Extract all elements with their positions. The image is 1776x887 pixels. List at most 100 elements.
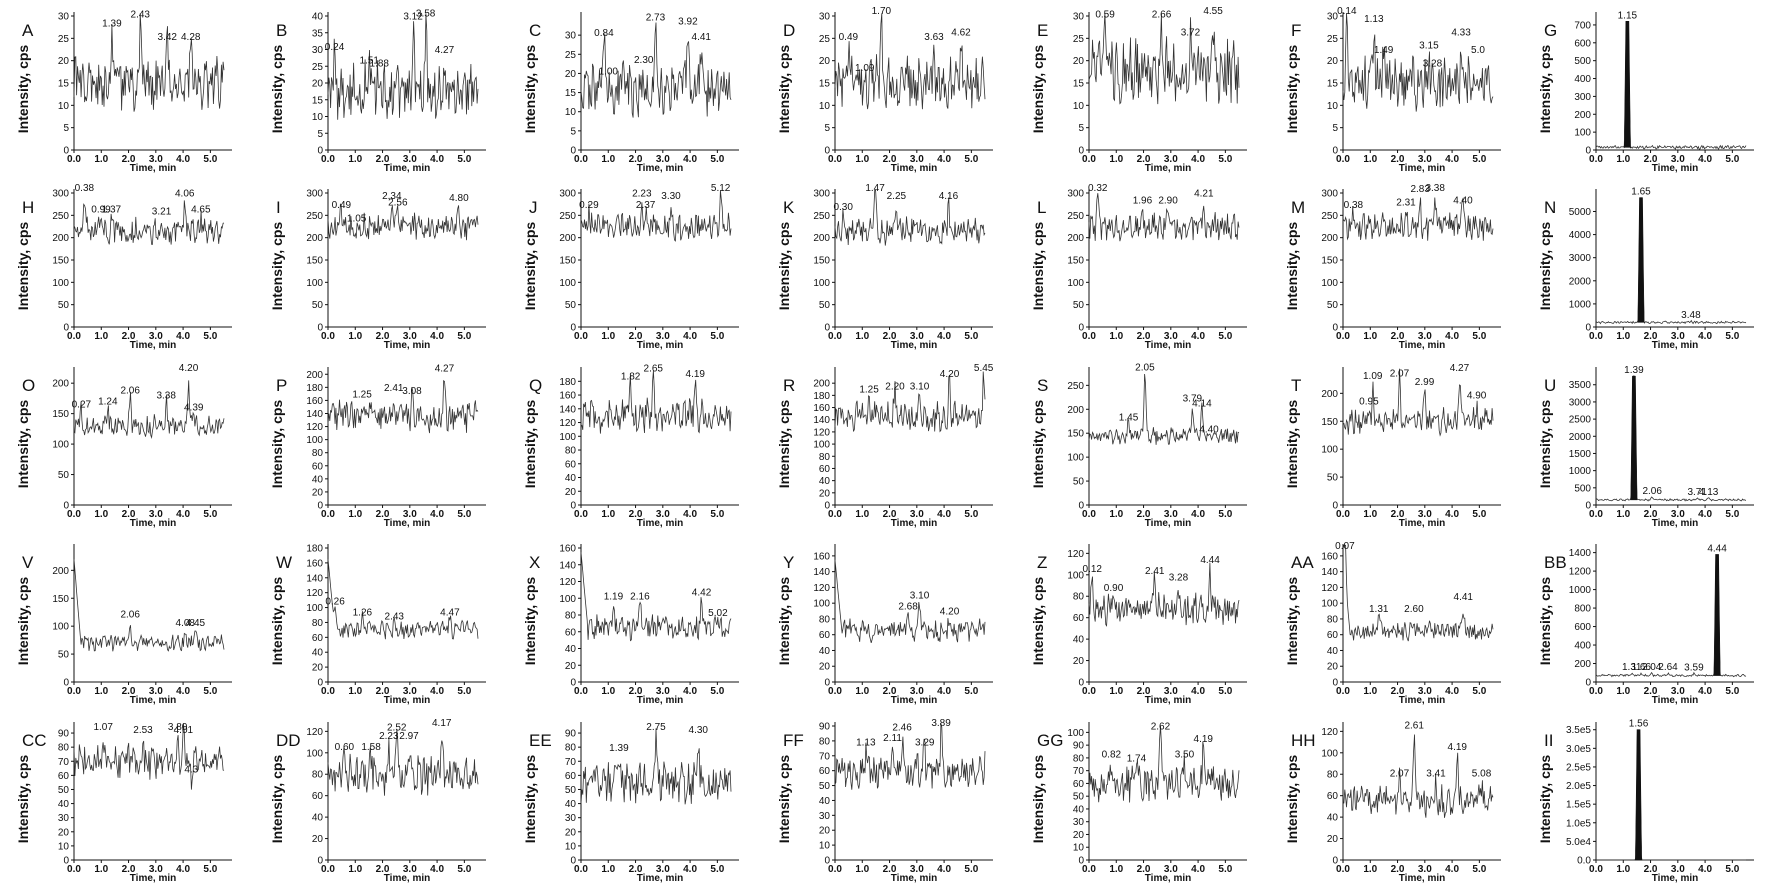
y-axis-label: Intensity, cps <box>15 577 31 666</box>
chart-panel-l: L Intensity, cps 0 50 100 150 200 250 300 0.0 1.0 2… <box>1015 177 1269 354</box>
peak-label: 2.06 <box>120 385 140 396</box>
chart-svg: I Intensity, cps 0 50 100 150 200 250 300 0.0 1.0 2… <box>269 189 486 351</box>
panel-letter: Q <box>529 376 542 395</box>
chart-panel-q: Q Intensity, cps 0 20 40 60 80 100 120 140 160 180 0… <box>507 355 761 532</box>
x-tick-label: 2.0 <box>375 509 389 520</box>
y-tick-label: 100 <box>306 278 323 289</box>
y-axis-label: Intensity, cps <box>1284 399 1300 488</box>
panel-letter: G <box>1544 21 1557 40</box>
x-axis-label: Time, min <box>1652 873 1699 884</box>
y-tick-label: 90 <box>819 721 831 732</box>
y-tick-label: 1.0e5 <box>1566 818 1591 829</box>
chart-svg: L Intensity, cps 0 50 100 150 200 250 300 0.0 1.0 2… <box>1030 183 1247 351</box>
x-tick-label: 0.0 <box>1336 864 1350 875</box>
y-tick-label: 0 <box>571 678 577 689</box>
chart-svg: EE Intensity, cps 0 10 20 30 40 50 60 70 80 90 0.0 1.… <box>522 721 740 884</box>
peak-label: 1.00 <box>599 66 619 77</box>
y-axis-label: Intensity, cps <box>1030 754 1046 843</box>
x-tick-label: 5.0 <box>203 686 217 697</box>
peak-label: 1.31 <box>1622 662 1642 673</box>
peak-label: 3.58 <box>416 8 436 19</box>
x-tick-label: 0.0 <box>1589 154 1603 165</box>
y-tick-label: 10 <box>565 107 577 118</box>
y-tick-label: 140 <box>813 415 830 426</box>
y-axis-label: Intensity, cps <box>522 754 538 843</box>
x-tick-label: 2.0 <box>1644 509 1658 520</box>
y-tick-label: 400 <box>1575 641 1592 652</box>
x-tick-label: 0.0 <box>828 154 842 165</box>
chart-svg: HH Intensity, cps 0 20 40 60 80 100 120 0.0 1.0 2.0… <box>1284 720 1501 884</box>
y-tick-label: 100 <box>1321 599 1338 610</box>
chart-svg: B Intensity, cps 0 5 10 15 20 25 30 35 40 0.0 1.0 2.0… <box>269 8 486 174</box>
chart-svg: U Intensity, cps 0 500 1000 1500 2000 2500 3000 3… <box>1537 365 1755 529</box>
x-tick-label: 2.0 <box>883 154 897 165</box>
panel-letter: V <box>22 553 34 572</box>
peak-label: 3.63 <box>924 32 944 43</box>
peak-label: 1.13 <box>856 737 876 748</box>
chart-svg: X Intensity, cps 0 20 40 60 80 100 120 140 160 0.0 1… <box>522 544 740 706</box>
y-tick-label: 200 <box>52 566 69 577</box>
y-tick-label: 25 <box>1326 34 1338 45</box>
x-tick-label: 1.0 <box>602 686 616 697</box>
y-tick-label: 150 <box>52 409 69 420</box>
y-tick-label: 2.5e5 <box>1566 762 1591 773</box>
x-tick-label: 0.0 <box>574 686 588 697</box>
y-tick-label: 20 <box>565 487 577 498</box>
x-tick-label: 2.0 <box>1390 154 1404 165</box>
peak-label: 3.10 <box>910 381 930 392</box>
peak-label: 2.31 <box>1396 198 1416 209</box>
y-tick-label: 100 <box>813 439 830 450</box>
y-tick-label: 60 <box>819 630 831 641</box>
y-tick-label: 5 <box>1078 123 1084 134</box>
panel-letter: N <box>1544 198 1556 217</box>
y-tick-label: 80 <box>1073 592 1085 603</box>
y-tick-label: 25 <box>565 50 577 61</box>
peak-label: 0.26 <box>325 597 345 608</box>
peak-label: 4.41 <box>1453 592 1473 603</box>
y-tick-label: 160 <box>813 552 830 563</box>
panel-letter: L <box>1037 198 1046 217</box>
y-tick-label: 40 <box>565 799 577 810</box>
peak-label: 4.3 <box>184 764 198 775</box>
peak-label: 5.08 <box>1471 768 1491 779</box>
y-axis-label: Intensity, cps <box>1284 222 1300 311</box>
y-tick-label: 50 <box>1326 472 1338 483</box>
x-tick-label: 5.0 <box>1726 509 1740 520</box>
x-tick-label: 5.0 <box>965 331 979 342</box>
x-tick-label: 2.0 <box>122 154 136 165</box>
peak-label: 5.02 <box>709 608 729 619</box>
x-tick-label: 4.0 <box>1191 686 1205 697</box>
peak-label: 2.43 <box>384 612 404 623</box>
y-tick-label: 20 <box>312 487 324 498</box>
x-tick-label: 4.0 <box>176 864 190 875</box>
peak-label: 3.79 <box>1182 393 1202 404</box>
peak-label: 3.41 <box>1426 768 1446 779</box>
peak-label: 4.28 <box>181 32 201 43</box>
panel-letter: EE <box>529 731 552 750</box>
y-axis-label: Intensity, cps <box>15 222 31 311</box>
y-tick-label: 10 <box>58 841 70 852</box>
chart-svg: A Intensity, cps 0 5 10 15 20 25 30 0.0 1.0 2.0 3.0 4… <box>15 9 232 174</box>
y-tick-label: 700 <box>1575 20 1592 31</box>
x-tick-label: 1.0 <box>855 864 869 875</box>
y-tick-label: 20 <box>58 827 70 838</box>
chart-svg: G Intensity, cps 0 100 200 300 400 500 600 700 0.0… <box>1537 10 1755 174</box>
x-tick-label: 1.0 <box>94 509 108 520</box>
peak-label: 4.45 <box>186 618 206 629</box>
chart-svg: N Intensity, cps 0 1000 2000 3000 4000 5000 0.0 1… <box>1537 187 1755 351</box>
peak-label: 2.90 <box>1158 196 1178 207</box>
peak-label: 4.65 <box>191 205 211 216</box>
chart-panel-z: Z Intensity, cps 0 20 40 60 80 100 120 0.0 1.0 2.0 3… <box>1015 532 1269 709</box>
y-tick-label: 20 <box>1326 834 1338 845</box>
x-tick-label: 0.0 <box>67 686 81 697</box>
x-tick-label: 1.0 <box>348 686 362 697</box>
x-tick-label: 3.0 <box>1417 686 1431 697</box>
peak-label: 1.58 <box>361 741 381 752</box>
y-axis-label: Intensity, cps <box>1537 45 1553 134</box>
peak-label: 1.09 <box>1363 371 1383 382</box>
y-axis-label: Intensity, cps <box>522 45 538 134</box>
x-tick-label: 0.0 <box>574 154 588 165</box>
y-tick-label: 250 <box>52 211 69 222</box>
y-axis-label: Intensity, cps <box>776 399 792 488</box>
